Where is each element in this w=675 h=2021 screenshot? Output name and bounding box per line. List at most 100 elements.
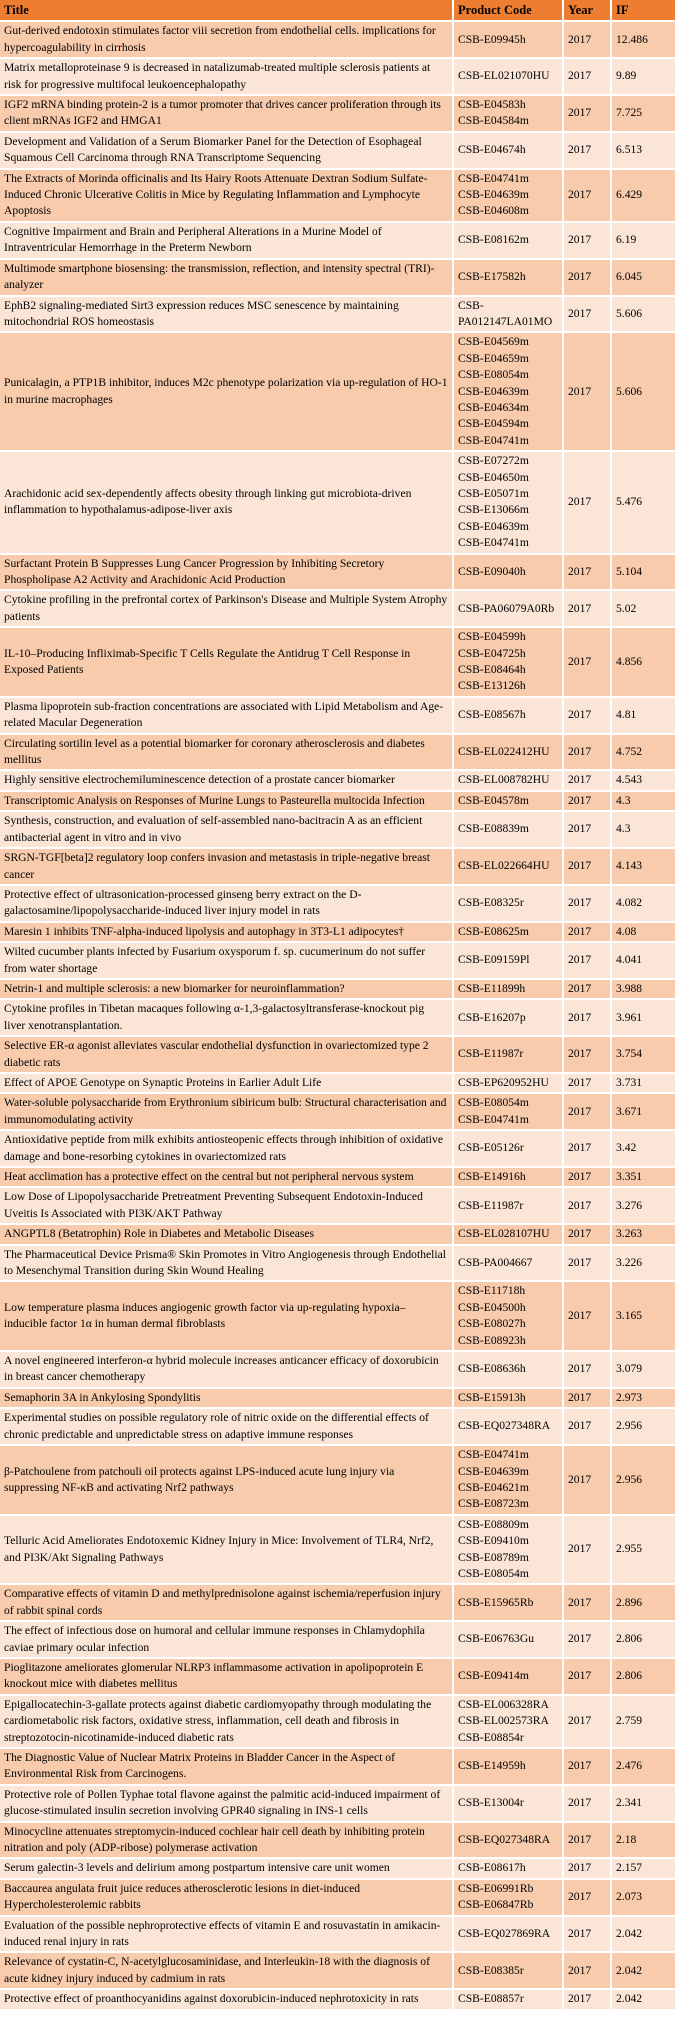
if-cell: 4.856 <box>610 626 675 698</box>
product-code: CSB-E08636h <box>458 1362 526 1376</box>
table-row: Water-soluble polysaccharide from Erythr… <box>0 1092 675 1132</box>
if-cell: 4.3 <box>610 789 675 813</box>
if-cell: 2.476 <box>610 1747 675 1786</box>
if-cell: 2.341 <box>610 1783 675 1823</box>
table-row: Experimental studies on possible regulat… <box>0 1407 675 1447</box>
product-code: CSB-E08054m <box>458 368 529 382</box>
table-row: Gut-derived endotoxin stimulates factor … <box>0 20 675 60</box>
paper-title: Surfactant Protein B Suppresses Lung Can… <box>0 552 454 592</box>
year-cell: 2017 <box>562 331 612 453</box>
if-cell: 4.81 <box>610 695 675 735</box>
product-code-cell: CSB-PA004667 <box>452 1243 564 1283</box>
product-code-cell: CSB-E13004r <box>452 1783 564 1823</box>
product-code-cell: CSB-E09414m <box>452 1656 564 1696</box>
product-code: CSB-E04741m <box>458 1448 529 1462</box>
year-cell: 2017 <box>562 1186 612 1226</box>
product-code-cell: CSB-EL022664HU <box>452 847 564 886</box>
year-cell: 2017 <box>562 1407 612 1447</box>
year-cell: 2017 <box>562 998 612 1038</box>
paper-title: Cytokine profiling in the prefrontal cor… <box>0 589 454 629</box>
product-code-cell: CSB-EL006328RA CSB-EL002573RA CSB-E08854r <box>452 1693 564 1750</box>
product-code: CSB-E08809m <box>458 1517 529 1531</box>
year-cell: 2017 <box>562 626 612 698</box>
product-code-cell: CSB-E04578m <box>452 789 564 813</box>
product-code: CSB-E06847Rb <box>458 1898 534 1912</box>
product-code: CSB-E13004r <box>458 1796 524 1810</box>
paper-title: The Extracts of Morinda officinalis and … <box>0 167 454 223</box>
year-cell: 2017 <box>562 130 612 170</box>
product-code-cell: CSB-E17582h <box>452 257 564 297</box>
product-code: CSB-E15913h <box>458 1390 526 1404</box>
product-code-cell: CSB-E09945h <box>452 20 564 60</box>
paper-title: Cytokine profiles in Tibetan macaques fo… <box>0 998 454 1038</box>
product-code-cell: CSB-E04569m CSB-E04659m CSB-E08054m CSB-E04… <box>452 331 564 453</box>
product-code-cell: CSB-E08809m CSB-E09410m CSB-E08789m CSB-E08… <box>452 1513 564 1586</box>
product-code: CSB-E04650m <box>458 470 529 484</box>
product-code: CSB-E04634m <box>458 400 529 414</box>
header-row: Title Product Code Year IF <box>0 0 675 23</box>
product-code: CSB-E09945h <box>458 32 526 46</box>
table-row: IL-10–Producing Infliximab-Specific T Ce… <box>0 626 675 698</box>
product-code: CSB-E08625m <box>458 924 529 938</box>
product-code: CSB-E06763Gu <box>458 1632 535 1646</box>
paper-title: The Pharmaceutical Device Prisma® Skin P… <box>0 1243 454 1283</box>
table-row: Telluric Acid Ameliorates Endotoxemic Ki… <box>0 1513 675 1586</box>
product-code: CSB-EL021070HU <box>458 69 550 83</box>
year-cell: 2017 <box>562 552 612 592</box>
if-cell: 9.89 <box>610 57 675 97</box>
paper-title: The Diagnostic Value of Nuclear Matrix P… <box>0 1747 454 1786</box>
paper-title: Cognitive Impairment and Brain and Perip… <box>0 220 454 260</box>
if-cell: 7.725 <box>610 94 675 133</box>
paper-title: Plasma lipoprotein sub-fraction concentr… <box>0 695 454 735</box>
product-code: CSB-E08923h <box>458 1333 526 1347</box>
product-code: CSB-E09159Pl <box>458 953 530 967</box>
product-code: CSB-E08723m <box>458 1497 529 1511</box>
product-code: CSB-E04500h <box>458 1300 526 1314</box>
column-header-year: Year <box>562 0 612 23</box>
product-code-cell: CSB-E11987r <box>452 1035 564 1074</box>
table-row: Antioxidative peptide from milk exhibits… <box>0 1129 675 1168</box>
if-cell: 6.429 <box>610 167 675 223</box>
product-code-cell: CSB-E07272m CSB-E04650m CSB-E05071m CSB-E13… <box>452 450 564 555</box>
year-cell: 2017 <box>562 1165 612 1189</box>
product-code: CSB-E11718h <box>458 1284 526 1298</box>
table-row: Wilted cucumber plants infected by Fusar… <box>0 941 675 980</box>
table-row: A novel engineered interferon-α hybrid m… <box>0 1350 675 1389</box>
year-cell: 2017 <box>562 1243 612 1283</box>
product-code-cell: CSB-E04674h <box>452 130 564 170</box>
product-code: CSB-E08789m <box>458 1550 529 1564</box>
product-code: CSB-E04583h <box>458 98 526 112</box>
paper-title: IL-10–Producing Infliximab-Specific T Ce… <box>0 626 454 698</box>
year-cell: 2017 <box>562 769 612 792</box>
product-code: CSB-E04639m <box>458 188 529 202</box>
if-cell: 5.104 <box>610 552 675 592</box>
year-cell: 2017 <box>562 1820 612 1860</box>
product-code: CSB-E04569m <box>458 335 529 349</box>
table-row: Punicalagin, a PTP1B inhibitor, induces … <box>0 331 675 453</box>
year-cell: 2017 <box>562 1280 612 1353</box>
year-cell: 2017 <box>562 1747 612 1786</box>
year-cell: 2017 <box>562 1857 612 1880</box>
if-cell: 2.973 <box>610 1386 675 1410</box>
if-cell: 2.073 <box>610 1877 675 1917</box>
year-cell: 2017 <box>562 1693 612 1750</box>
table-row: Low temperature plasma induces angiogeni… <box>0 1280 675 1353</box>
if-cell: 3.351 <box>610 1165 675 1189</box>
if-cell: 2.18 <box>610 1820 675 1860</box>
if-cell: 2.042 <box>610 1988 675 2009</box>
paper-title: Wilted cucumber plants infected by Fusar… <box>0 941 454 980</box>
product-code-cell: CSB-EQ027348RA <box>452 1820 564 1860</box>
product-code: CSB-PA012147LA01MO <box>458 298 553 328</box>
product-code-cell: CSB-E08325r <box>452 883 564 923</box>
table-row: The Extracts of Morinda officinalis and … <box>0 167 675 223</box>
product-code: CSB-E04674h <box>458 143 526 157</box>
year-cell: 2017 <box>562 167 612 223</box>
product-code: CSB-E04584m <box>458 114 529 128</box>
paper-title: Highly sensitive electrochemiluminescenc… <box>0 769 454 792</box>
table-row: Serum galectin-3 levels and delirium amo… <box>0 1857 675 1880</box>
product-code: CSB-E08054m <box>458 1566 529 1580</box>
if-cell: 4.3 <box>610 810 675 850</box>
product-code: CSB-E07272m <box>458 454 529 468</box>
if-cell: 2.042 <box>610 1951 675 1991</box>
